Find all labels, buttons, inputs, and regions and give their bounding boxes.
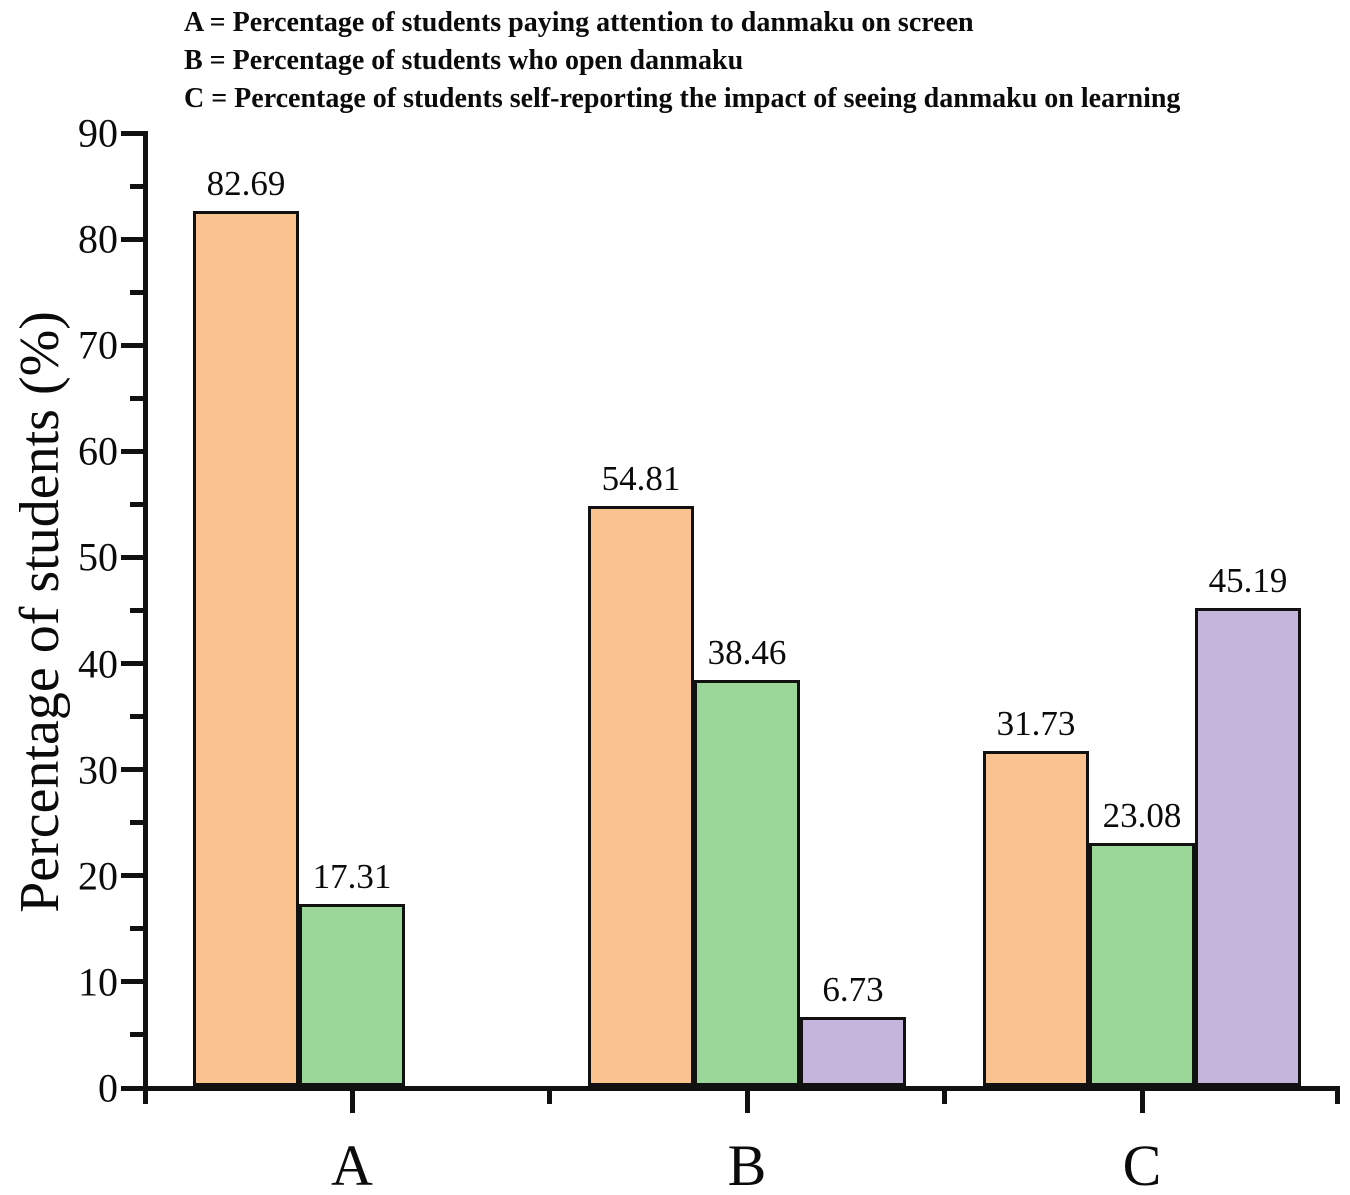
y-axis-minor-tick [130, 926, 143, 932]
y-axis-tick-label: 50 [78, 534, 118, 580]
y-axis-major-tick [121, 1085, 143, 1091]
bar-value-label: 31.73 [996, 704, 1076, 744]
bar-orange-C [983, 751, 1089, 1086]
bar-purple-B [800, 1016, 906, 1086]
x-axis-category-label: B [727, 1133, 767, 1195]
y-axis-title: Percentage of students (%) [9, 311, 71, 913]
bar-green-B [694, 679, 800, 1086]
legend-line-c: C = Percentage of students self-reportin… [184, 83, 1181, 114]
y-axis-tick-label: 90 [78, 110, 118, 156]
y-axis-tick-label: 0 [98, 1065, 118, 1111]
y-axis-minor-tick [130, 820, 143, 826]
x-axis-major-tick [349, 1091, 355, 1113]
bar-value-label: 23.08 [1102, 796, 1182, 836]
bar-value-label: 38.46 [707, 632, 787, 672]
y-axis-major-tick [121, 236, 143, 242]
x-axis-category-label: A [331, 1133, 373, 1195]
y-axis-major-tick [121, 661, 143, 667]
bar-value-label: 45.19 [1208, 561, 1288, 601]
bar-value-label: 54.81 [601, 459, 681, 499]
y-axis-tick-label: 30 [78, 747, 118, 793]
y-axis-major-tick [121, 767, 143, 773]
bar-green-C [1089, 843, 1195, 1086]
y-axis-line [143, 131, 148, 1091]
y-axis-tick-label: 10 [78, 959, 118, 1005]
y-axis-minor-tick [130, 501, 143, 507]
bar-green-A [299, 904, 405, 1086]
y-axis-tick-label: 70 [78, 322, 118, 368]
x-axis-minor-tick [942, 1091, 947, 1104]
bar-orange-A [193, 210, 299, 1086]
x-axis-end-tick [1335, 1091, 1340, 1104]
y-axis-tick-label: 80 [78, 216, 118, 262]
x-axis-line [143, 1086, 1340, 1091]
y-axis-major-tick [121, 130, 143, 136]
x-axis-minor-tick [547, 1091, 552, 1104]
y-axis-major-tick [121, 448, 143, 454]
x-axis-category-label: C [1122, 1133, 1162, 1195]
x-axis-major-tick [1139, 1091, 1145, 1113]
legend-text-block: A = Percentage of students paying attent… [184, 4, 1180, 118]
y-axis-tick-label: 20 [78, 853, 118, 899]
y-axis-minor-tick [130, 1032, 143, 1038]
bar-orange-B [588, 506, 694, 1086]
y-axis-tick-label: 60 [78, 428, 118, 474]
bar-value-label: 82.69 [206, 163, 286, 203]
y-axis-major-tick [121, 342, 143, 348]
legend-line-b: B = Percentage of students who open danm… [184, 45, 744, 76]
x-axis-major-tick [744, 1091, 750, 1113]
y-axis-major-tick [121, 554, 143, 560]
y-axis-minor-tick [130, 183, 143, 189]
x-axis-start-tick [143, 1091, 148, 1104]
y-axis-minor-tick [130, 395, 143, 401]
bar-value-label: 17.31 [312, 857, 392, 897]
y-axis-minor-tick [130, 608, 143, 613]
legend-line-a: A = Percentage of students paying attent… [184, 7, 974, 38]
y-axis-major-tick [121, 979, 143, 985]
y-axis-minor-tick [130, 714, 143, 720]
bar-purple-C [1195, 608, 1301, 1086]
y-axis-minor-tick [130, 289, 143, 295]
y-axis-tick-label: 40 [78, 641, 118, 687]
bar-value-label: 6.73 [822, 969, 884, 1009]
y-axis-major-tick [121, 873, 143, 879]
